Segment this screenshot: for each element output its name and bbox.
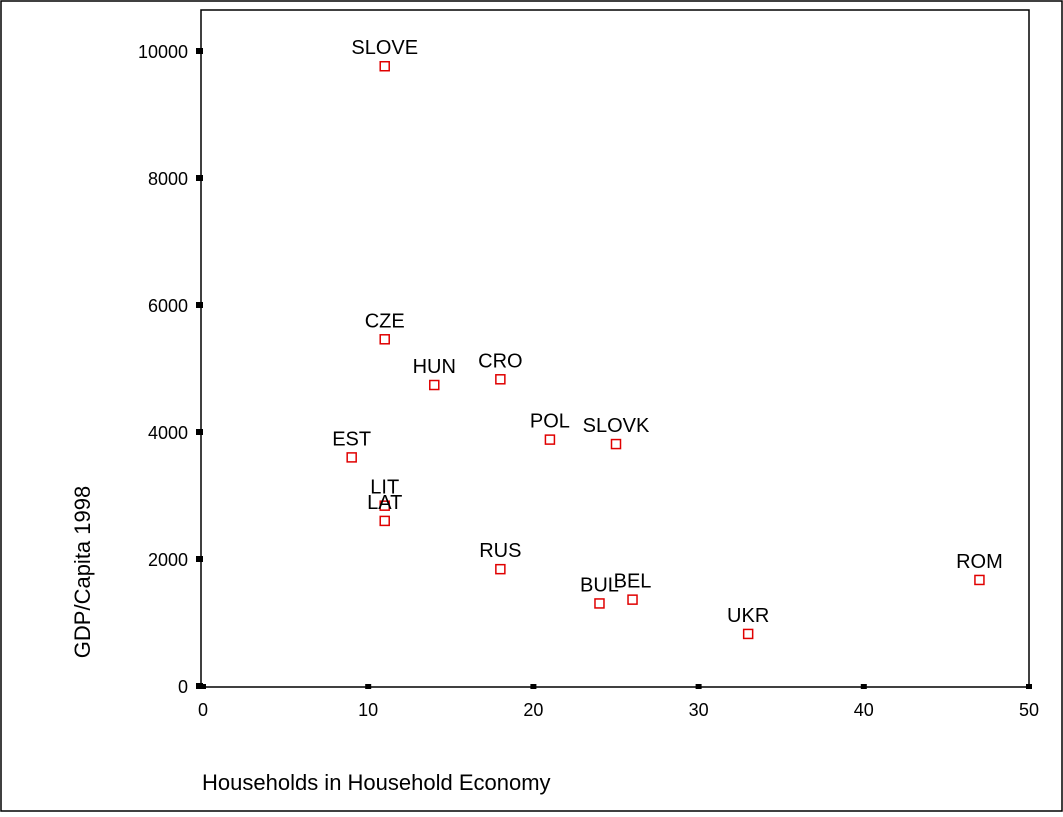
x-tick-mark xyxy=(530,684,537,689)
data-point-label: CZE xyxy=(365,310,405,332)
data-point-marker xyxy=(627,594,638,605)
x-tick-label: 20 xyxy=(523,700,543,720)
x-tick-label: 10 xyxy=(358,700,378,720)
data-point-label: POL xyxy=(530,411,570,433)
y-tick-label: 2000 xyxy=(148,550,188,570)
data-point-label: RUS xyxy=(479,540,521,562)
data-point-label: BUL xyxy=(580,574,619,596)
y-tick-mark xyxy=(196,429,203,435)
y-tick-label: 6000 xyxy=(148,296,188,316)
data-point-marker xyxy=(379,334,390,345)
data-point-label: CRO xyxy=(478,350,522,372)
data-point-marker xyxy=(379,515,390,527)
y-axis-label: GDP/Capita 1998 xyxy=(70,486,95,658)
y-tick-mark xyxy=(196,175,203,181)
y-axis-ticks: 0 2000 4000 6000 8000 10000 xyxy=(138,42,203,697)
data-point-marker xyxy=(429,379,440,391)
data-point-label: LIT xyxy=(370,477,399,499)
data-point-marker xyxy=(379,60,390,72)
data-point-marker xyxy=(594,598,605,609)
x-tick-label: 0 xyxy=(198,700,208,720)
data-point-label: LAT xyxy=(367,492,402,514)
x-axis-label: Households in Household Economy xyxy=(202,770,551,795)
plot-area xyxy=(200,9,1030,688)
x-tick-mark xyxy=(365,684,372,689)
data-point-label: UKR xyxy=(727,605,769,627)
data-point-label: SLOVK xyxy=(583,415,650,437)
y-tick-label: 10000 xyxy=(138,42,188,62)
data-point-marker xyxy=(346,452,357,463)
y-tick-label: 8000 xyxy=(148,169,188,189)
x-tick-label: 50 xyxy=(1019,700,1039,720)
x-tick-mark xyxy=(860,684,867,689)
data-point-label: BEL xyxy=(614,571,652,593)
x-axis-ticks: 0 10 20 30 40 50 xyxy=(198,684,1039,720)
x-tick-label: 40 xyxy=(854,700,874,720)
y-tick-label: 4000 xyxy=(148,423,188,443)
data-point-label: ROM xyxy=(956,551,1003,573)
x-tick-mark xyxy=(695,684,702,689)
y-tick-mark xyxy=(196,556,203,562)
data-point-marker xyxy=(610,438,622,450)
y-tick-label: 0 xyxy=(178,677,188,697)
data-point-label: HUN xyxy=(413,356,456,378)
x-tick-mark xyxy=(1026,684,1032,689)
y-tick-mark xyxy=(196,48,203,54)
data-point-marker xyxy=(974,574,985,586)
x-tick-label: 30 xyxy=(689,700,709,720)
y-tick-mark xyxy=(196,683,203,689)
y-tick-mark xyxy=(196,302,203,308)
data-point-marker xyxy=(544,434,556,445)
data-point-marker xyxy=(495,374,506,385)
data-point-label: SLOVE xyxy=(351,37,418,59)
data-point-marker xyxy=(495,563,506,575)
data-point-label: EST xyxy=(332,428,371,450)
data-point-marker xyxy=(742,628,754,640)
data-point-marker xyxy=(379,500,390,511)
